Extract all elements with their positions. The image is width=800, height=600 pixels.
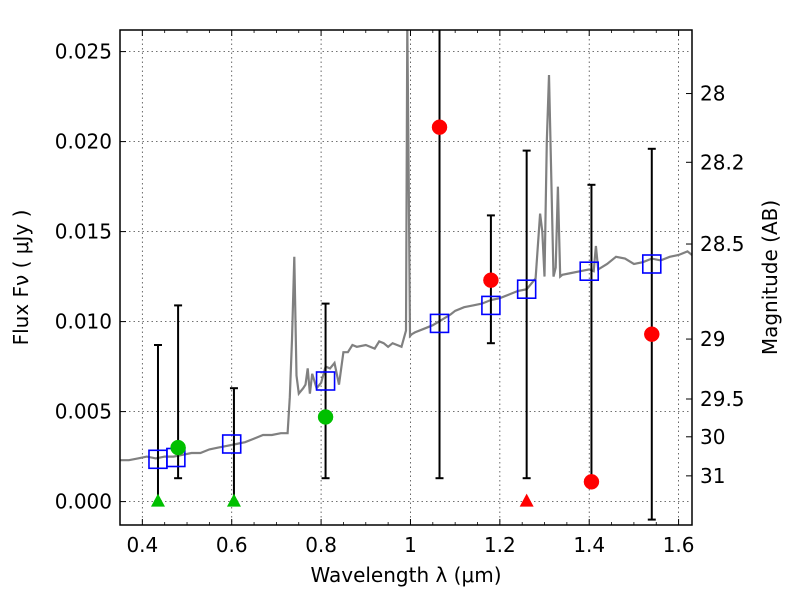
grid-lines — [120, 30, 692, 525]
x-axis-label: Wavelength λ (μm) — [310, 563, 501, 587]
y-tick-label: 0.010 — [55, 310, 112, 334]
model-square-marker — [481, 295, 501, 316]
model-square-marker — [221, 434, 242, 454]
model-spectrum-layer — [120, 30, 692, 462]
y-tick-label: 0.025 — [55, 40, 112, 64]
detection-circle-marker — [583, 474, 600, 490]
model-square-marker — [429, 313, 450, 334]
x-tick-label: 1.2 — [484, 533, 516, 557]
model-square-marker — [641, 254, 662, 274]
y-tick-label: 0.020 — [55, 130, 112, 154]
x-tick-label: 1 — [404, 533, 417, 557]
right-tick-label: 31 — [700, 464, 725, 488]
y-tick-label: 0.015 — [55, 220, 112, 244]
right-tick-label: 29.5 — [700, 387, 745, 411]
detection-circle-marker — [431, 119, 448, 135]
detection-circle-marker — [644, 326, 660, 342]
y-tick-label: 0.005 — [55, 400, 112, 424]
x-tick-label: 1.4 — [573, 533, 605, 557]
upper-limit-triangle-marker — [150, 493, 165, 507]
upper-limit-triangle-marker — [519, 493, 534, 507]
markers-layer — [148, 119, 662, 507]
x-tick-label: 1.6 — [663, 533, 695, 557]
model-square-marker — [579, 261, 600, 282]
right-tick-label: 30 — [700, 425, 725, 449]
detection-circle-marker — [317, 409, 334, 425]
x-tick-label: 0.8 — [305, 533, 337, 557]
y-axis-label: Flux Fν ( μJy ) — [9, 210, 33, 346]
detection-circle-marker — [483, 272, 499, 288]
plot-frame — [119, 29, 693, 526]
y-axis-right-label: Magnitude (AB) — [758, 200, 782, 355]
ticks-layer: 0.4 0.6 0.8 1 1.2 1.4 1.6 0.000 0.005 0.010 0.015 0… — [55, 30, 745, 557]
error-bars-layer — [153, 30, 656, 521]
x-tick-label: 0.6 — [216, 533, 248, 557]
right-tick-label: 28.5 — [700, 232, 745, 256]
model-square-marker — [516, 279, 537, 300]
right-tick-label: 28.2 — [700, 150, 745, 174]
right-tick-label: 29 — [700, 327, 725, 351]
upper-limit-triangle-marker — [226, 493, 241, 507]
y-tick-label: 0.000 — [55, 490, 112, 514]
right-tick-label: 28 — [700, 82, 725, 106]
detection-circle-marker — [170, 439, 186, 456]
model-spectrum-line — [120, 30, 692, 462]
x-tick-label: 0.4 — [126, 533, 158, 557]
model-square-marker — [315, 371, 336, 391]
